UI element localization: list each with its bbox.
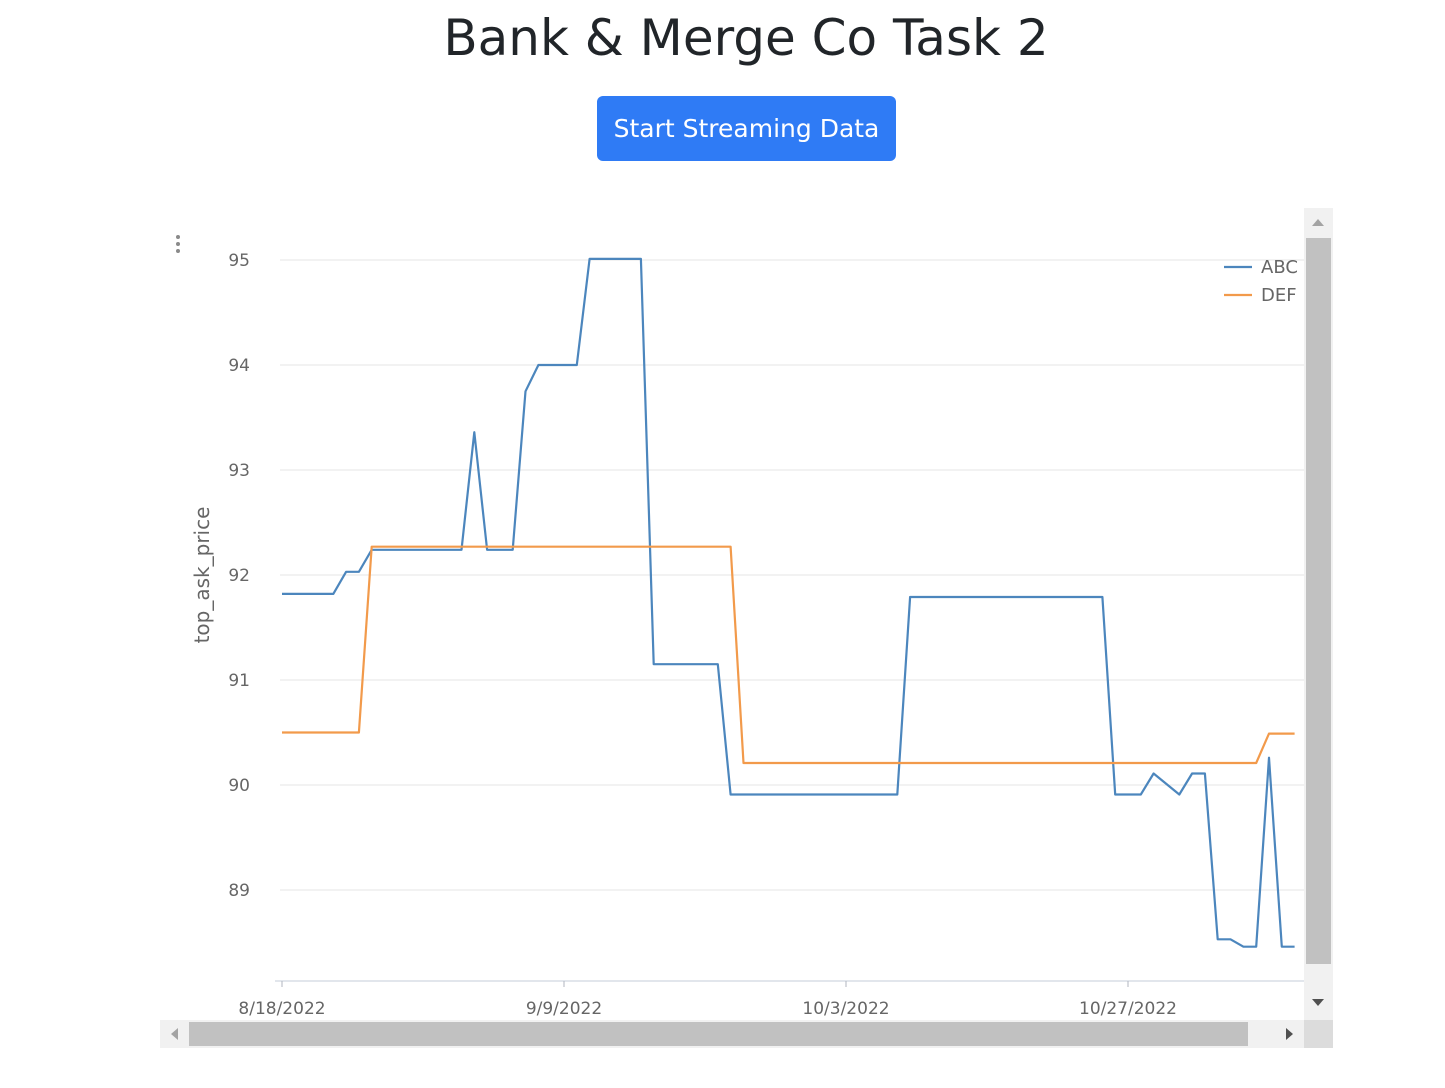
axes: 89 90 91 92 93 94 95 8/18/2022 9/9/2022 10/3/2022… bbox=[190, 251, 1304, 1019]
scroll-up-arrow-icon[interactable] bbox=[1312, 219, 1324, 226]
x-tick-label: 10/27/2022 bbox=[1079, 999, 1177, 1019]
legend: ABC DEF bbox=[1224, 257, 1298, 306]
scroll-down-arrow-icon[interactable] bbox=[1312, 999, 1324, 1006]
page-title: Bank & Merge Co Task 2 bbox=[443, 9, 1049, 67]
series-line-abc bbox=[282, 257, 1295, 948]
y-tick-label: 91 bbox=[228, 671, 250, 691]
series-lines bbox=[282, 257, 1295, 948]
vertical-scrollbar[interactable] bbox=[1304, 208, 1333, 1020]
x-tick-label: 9/9/2022 bbox=[526, 999, 602, 1019]
grid-lines bbox=[280, 259, 1304, 891]
y-tick-label: 89 bbox=[228, 881, 250, 901]
chart-viewport: 89 90 91 92 93 94 95 8/18/2022 9/9/2022 10/3/2022… bbox=[160, 208, 1333, 1048]
horizontal-scrollbar[interactable] bbox=[160, 1020, 1304, 1048]
scroll-corner bbox=[1304, 1020, 1333, 1048]
x-tick-label: 8/18/2022 bbox=[238, 999, 325, 1019]
scroll-left-arrow-icon[interactable] bbox=[171, 1028, 178, 1040]
y-tick-label: 90 bbox=[228, 776, 250, 796]
series-line-def bbox=[282, 545, 1295, 765]
price-chart: 89 90 91 92 93 94 95 8/18/2022 9/9/2022 10/3/2022… bbox=[190, 251, 1304, 1019]
legend-label-def: DEF bbox=[1261, 285, 1297, 306]
x-tick-label: 10/3/2022 bbox=[802, 999, 889, 1019]
scroll-right-arrow-icon[interactable] bbox=[1286, 1028, 1293, 1040]
horizontal-scroll-thumb[interactable] bbox=[189, 1022, 1248, 1046]
more-vertical-icon[interactable] bbox=[172, 234, 184, 256]
legend-label-abc: ABC bbox=[1261, 257, 1298, 278]
start-streaming-button[interactable]: Start Streaming Data bbox=[597, 96, 896, 161]
y-tick-label: 93 bbox=[228, 461, 250, 481]
y-tick-label: 92 bbox=[228, 566, 250, 586]
y-axis-label: top_ask_price bbox=[190, 507, 214, 644]
y-tick-label: 94 bbox=[228, 356, 250, 376]
vertical-scroll-thumb[interactable] bbox=[1306, 238, 1331, 964]
y-tick-label: 95 bbox=[228, 251, 250, 271]
